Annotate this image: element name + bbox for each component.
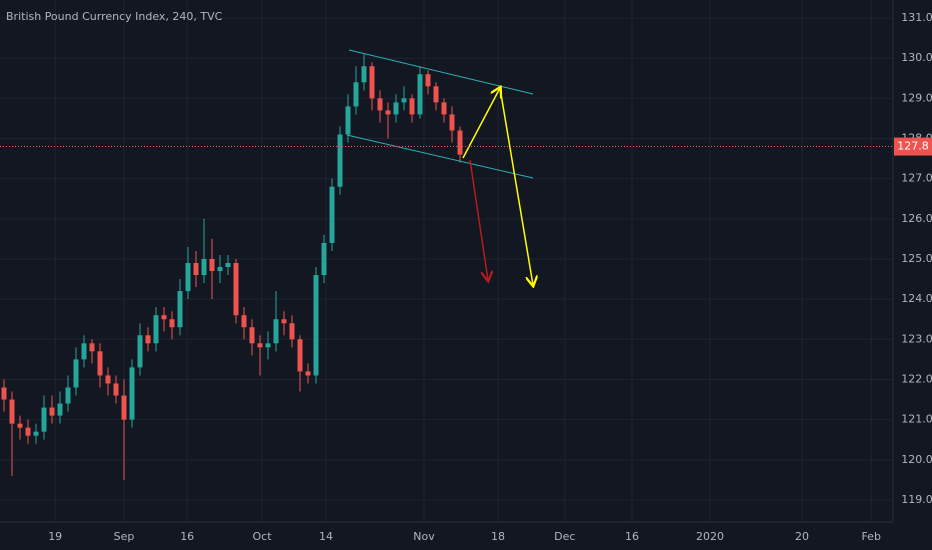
channel-line (348, 49, 534, 95)
candle-body (145, 335, 151, 344)
y-tick-label: 131.0 (901, 11, 932, 24)
candle-body (169, 319, 175, 328)
candle-body (433, 86, 439, 103)
candle-body (337, 134, 343, 187)
candle-body (97, 351, 103, 376)
candle-body (377, 98, 383, 111)
y-tick-label: 125.0 (901, 252, 932, 265)
candle-body (105, 375, 111, 384)
candle-body (329, 186, 335, 243)
candle-body (457, 130, 463, 155)
y-tick-label: 127.0 (901, 172, 932, 185)
chart-title: British Pound Currency Index, 240, TVC (6, 10, 223, 23)
candle-body (345, 106, 351, 135)
last-price-box (894, 137, 932, 156)
y-tick-label: 121.0 (901, 413, 932, 426)
x-tick-label: 2020 (696, 530, 724, 543)
candle-body (49, 407, 55, 416)
candle-body (185, 263, 191, 292)
candle-body (417, 74, 423, 115)
candle-body (201, 258, 207, 276)
arrow-down (499, 87, 533, 285)
x-tick-label: 16 (625, 530, 639, 543)
candle-body (81, 343, 87, 360)
candle-body (449, 114, 455, 131)
candle-body (289, 323, 295, 340)
x-tick-label: Dec (554, 530, 575, 543)
candle-body (9, 399, 15, 424)
candle-body (393, 102, 399, 115)
y-tick-label: 126.0 (901, 212, 932, 225)
x-tick-label: 14 (319, 530, 333, 543)
x-tick-label: Sep (114, 530, 135, 543)
candle-body (257, 343, 263, 348)
candle-body (121, 395, 127, 420)
y-tick-label: 123.0 (901, 332, 932, 345)
x-tick-label: 16 (180, 530, 194, 543)
candle-body (321, 242, 327, 276)
x-tick-label: 19 (48, 530, 62, 543)
candle-body (113, 383, 119, 396)
candle-body (297, 339, 303, 372)
channel-line (346, 134, 534, 179)
candle-body (1, 387, 7, 400)
candle-body (425, 74, 431, 87)
candle-body (89, 343, 95, 352)
x-tick-label: 20 (795, 530, 809, 543)
drawings (346, 49, 534, 285)
candle-body (33, 431, 39, 436)
candle-body (153, 315, 159, 344)
candle-body (241, 315, 247, 328)
x-tick-label: Nov (413, 530, 435, 543)
candle-body (65, 387, 71, 404)
y-tick-label: 122.0 (901, 372, 932, 385)
last-price-label: 127.8 (897, 140, 929, 153)
candle-body (409, 98, 415, 115)
candle-body (73, 359, 79, 388)
arrow-down-red (469, 159, 488, 280)
candle-body (265, 343, 271, 348)
candle-body (25, 427, 31, 436)
candle-body (385, 110, 391, 115)
x-tick-label: Feb (861, 530, 880, 543)
candle-body (249, 327, 255, 344)
y-tick-label: 120.0 (901, 453, 932, 466)
candle-body (177, 291, 183, 328)
candle-body (353, 82, 359, 107)
candle-body (137, 335, 143, 368)
candle-body (17, 423, 23, 428)
y-tick-label: 124.0 (901, 292, 932, 305)
y-tick-label: 130.0 (901, 51, 932, 64)
candle-body (305, 371, 311, 376)
x-tick-label: 18 (491, 530, 505, 543)
candle-body (209, 258, 215, 272)
arrow-up (462, 88, 500, 159)
candle-body (41, 407, 47, 432)
candle-body (401, 98, 407, 103)
candle-body (369, 66, 375, 99)
y-tick-label: 129.0 (901, 91, 932, 104)
candle-body (193, 263, 199, 276)
x-tick-label: Oct (252, 530, 272, 543)
candle-body (161, 315, 167, 320)
candle-body (129, 367, 135, 420)
candle-body (441, 102, 447, 115)
candle-body (281, 319, 287, 324)
candle-body (217, 267, 223, 272)
candle-body (361, 66, 367, 83)
y-tick-label: 119.0 (901, 493, 932, 506)
candle-body (225, 263, 231, 268)
candle-body (57, 403, 63, 416)
candle-body (273, 319, 279, 344)
candle-body (313, 275, 319, 376)
candle-body (233, 263, 239, 316)
